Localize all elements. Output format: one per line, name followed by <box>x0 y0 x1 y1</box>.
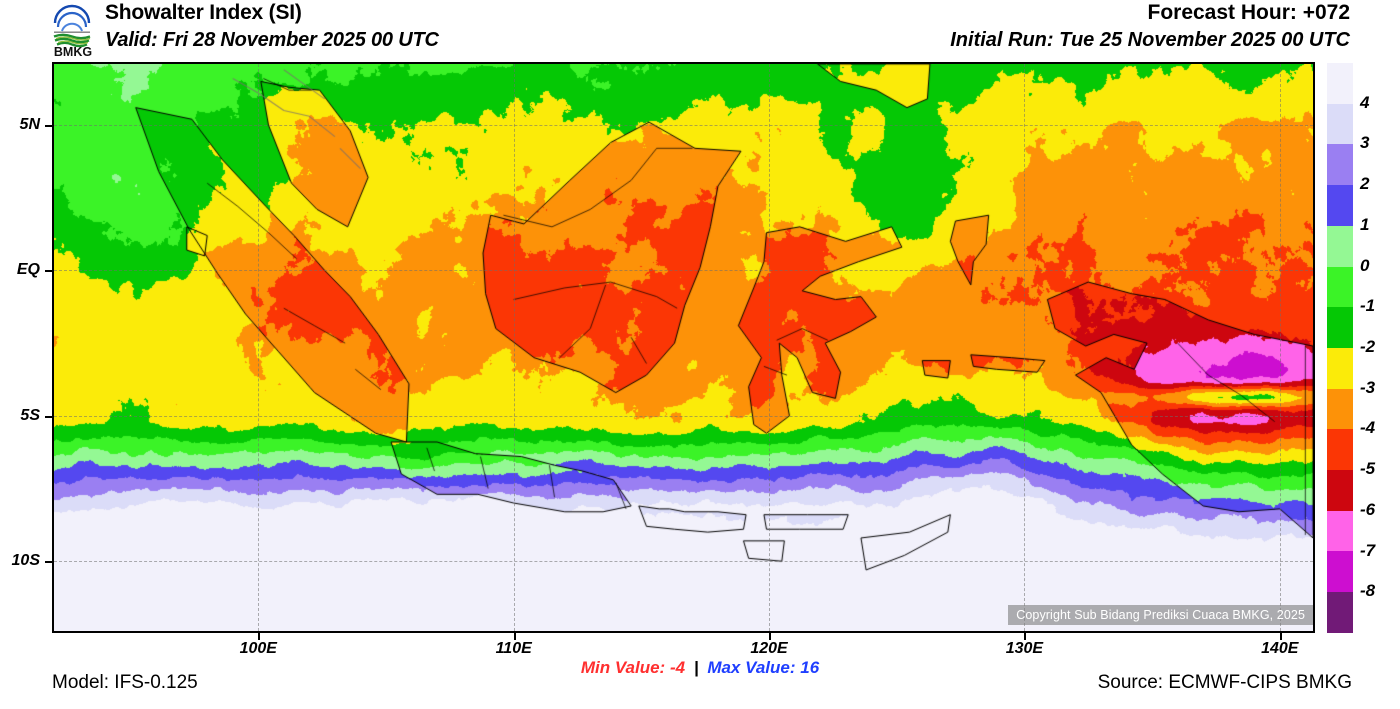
page-title: Showalter Index (SI) <box>105 1 302 24</box>
x-axis-tick-label: 120E <box>750 640 788 657</box>
forecast-hour-label: Forecast Hour: +072 <box>1147 1 1351 24</box>
colorbar-tick-label: -3 <box>1360 377 1376 397</box>
colorbar-swatch <box>1327 429 1353 471</box>
colorbar-swatch <box>1327 266 1353 308</box>
bmkg-logo-icon: BMKG <box>44 1 102 57</box>
min-value-label: Min Value: <box>580 658 666 677</box>
y-axis-tick-mark <box>45 561 52 564</box>
y-axis-tick-label: 5N <box>19 116 40 134</box>
x-axis-tick-mark <box>1024 633 1027 640</box>
model-label: Model: IFS-0.125 <box>52 672 198 693</box>
min-value: -4 <box>669 658 686 677</box>
x-axis-tick-mark <box>513 633 516 640</box>
colorbar-swatch <box>1327 388 1353 430</box>
y-axis-tick-mark <box>45 125 52 128</box>
valid-time-label: Valid: Fri 28 November 2025 00 UTC <box>105 29 439 51</box>
colorbar-tick-label: 4 <box>1360 92 1370 112</box>
colorbar-tick-label: -1 <box>1360 296 1376 316</box>
minmax-separator: | <box>693 658 699 677</box>
colorbar-legend <box>1327 63 1353 633</box>
colorbar-tick-label: 1 <box>1360 214 1370 234</box>
colorbar-swatch <box>1327 63 1353 104</box>
colorbar-tick-label: 2 <box>1360 174 1370 194</box>
colorbar-swatch <box>1327 225 1353 267</box>
initial-run-label: Initial Run: Tue 25 November 2025 00 UTC <box>950 29 1350 51</box>
copyright-watermark: Copyright Sub Bidang Prediksi Cuaca BMKG… <box>1008 605 1313 625</box>
y-axis-tick-label: 5S <box>20 406 40 424</box>
y-axis-tick-label: EQ <box>16 261 40 279</box>
showalter-index-heatmap <box>54 64 1313 631</box>
x-axis-tick-label: 130E <box>1005 640 1044 657</box>
header: BMKG Showalter Index (SI) Valid: Fri 28 … <box>0 0 1400 58</box>
x-axis-tick-label: 140E <box>1261 640 1299 657</box>
colorbar-tick-label: -7 <box>1360 540 1376 560</box>
colorbar-swatch <box>1327 103 1353 145</box>
colorbar-tick-label: 0 <box>1360 255 1370 275</box>
colorbar-swatch <box>1327 307 1353 348</box>
max-value: 16 <box>800 658 820 677</box>
colorbar-swatch <box>1327 347 1353 389</box>
bmkg-logo-text: BMKG <box>54 45 92 57</box>
x-axis-tick-label: 110E <box>495 640 532 657</box>
y-axis-tick-mark <box>45 270 52 273</box>
y-axis-tick-mark <box>45 415 52 418</box>
x-axis-tick-label: 100E <box>239 640 277 657</box>
x-axis-tick-mark <box>769 633 772 640</box>
colorbar-swatch <box>1327 144 1353 186</box>
colorbar-swatch <box>1327 470 1353 511</box>
x-axis-tick-mark <box>1279 633 1282 640</box>
colorbar-swatch <box>1327 592 1353 633</box>
colorbar-tick-label: -8 <box>1360 581 1376 601</box>
colorbar-swatch <box>1327 510 1353 552</box>
colorbar-tick-label: 3 <box>1360 133 1370 153</box>
colorbar-swatch <box>1327 185 1353 226</box>
colorbar-tick-label: -4 <box>1360 418 1376 438</box>
source-label: Source: ECMWF-CIPS BMKG <box>1097 672 1352 693</box>
x-axis-tick-mark <box>258 633 261 640</box>
max-value-label: Max Value: <box>707 658 796 677</box>
colorbar-tick-label: -6 <box>1360 499 1376 519</box>
min-max-values: Min Value: -4 | Max Value: 16 <box>0 658 1400 678</box>
colorbar-tick-label: -2 <box>1360 337 1376 356</box>
colorbar-tick-label: -5 <box>1360 459 1376 479</box>
y-axis-tick-label: 10S <box>11 552 40 570</box>
map-plot-area[interactable]: Copyright Sub Bidang Prediksi Cuaca BMKG… <box>52 62 1315 633</box>
colorbar-swatch <box>1327 551 1353 593</box>
